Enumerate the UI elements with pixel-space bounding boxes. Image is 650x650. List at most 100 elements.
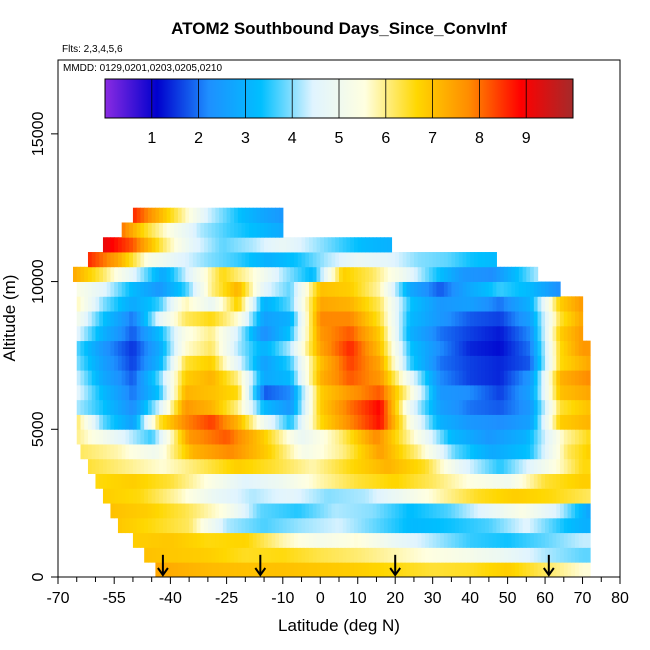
heatmap-cell (477, 532, 482, 548)
heatmap-cell (211, 311, 216, 327)
heatmap-cell (140, 252, 145, 268)
heatmap-cell (282, 562, 288, 578)
heatmap-cell (413, 281, 419, 297)
heatmap-cell (286, 252, 291, 268)
down-arrow (389, 554, 402, 577)
heatmap-cell (275, 458, 280, 474)
heatmap-cell (219, 399, 224, 415)
heatmap-cell (395, 296, 400, 312)
heatmap-cell (140, 444, 145, 460)
heatmap-cell (234, 429, 239, 445)
heatmap-cell (548, 325, 554, 342)
heatmap-cell (256, 281, 261, 297)
heatmap-cell (327, 399, 333, 415)
x-tick-label: -40 (159, 590, 182, 607)
heatmap-cell (256, 503, 261, 519)
heatmap-cell (526, 281, 531, 297)
heatmap-cell (256, 488, 261, 504)
heatmap-cell (282, 370, 288, 386)
heatmap-cell (297, 281, 303, 297)
heatmap-cell (582, 488, 587, 504)
heatmap-cell (211, 384, 216, 401)
heatmap-cell (357, 355, 363, 371)
heatmap-cell (80, 444, 85, 460)
heatmap-cell (380, 517, 385, 534)
heatmap-cell (496, 503, 501, 519)
heatmap-cell (462, 458, 467, 474)
heatmap-cell (567, 325, 572, 342)
heatmap-cell (353, 281, 359, 297)
heatmap-cell (372, 252, 378, 268)
heatmap-cell (256, 517, 261, 534)
heatmap-cell (342, 296, 348, 312)
heatmap-cell (200, 458, 205, 474)
heatmap-cell (567, 429, 572, 445)
heatmap-cell (252, 296, 258, 312)
heatmap-cell (556, 296, 561, 312)
heatmap-cell (87, 444, 93, 460)
heatmap-cell (275, 414, 280, 430)
heatmap-cell (339, 562, 344, 578)
heatmap-cell (481, 281, 486, 297)
heatmap-cell (181, 458, 186, 474)
heatmap-cell (159, 547, 164, 563)
heatmap-cell (275, 340, 280, 356)
heatmap-cell (177, 325, 183, 342)
heatmap-cell (496, 281, 501, 297)
heatmap-cell (571, 325, 576, 342)
heatmap-cell (425, 281, 430, 297)
heatmap-cell (267, 429, 273, 445)
heatmap-cell (267, 444, 273, 460)
heatmap-cell (147, 488, 153, 504)
heatmap-cell (170, 384, 175, 401)
heatmap-cell (575, 384, 580, 401)
heatmap-cell (541, 547, 546, 563)
heatmap-cell (252, 370, 258, 386)
heatmap-cell (147, 296, 153, 312)
heatmap-cell (192, 311, 198, 327)
heatmap-cell (159, 517, 164, 534)
heatmap-cell (76, 281, 82, 297)
heatmap-cell (320, 444, 325, 460)
heatmap-cell (458, 384, 464, 401)
heatmap-cell (264, 562, 269, 578)
heatmap-cell (507, 444, 512, 460)
heatmap-cell (361, 562, 366, 578)
heatmap-cell (470, 444, 475, 460)
heatmap-cell (99, 399, 104, 415)
heatmap-cell (312, 473, 318, 489)
heatmap-cell (503, 488, 509, 504)
heatmap-cell (346, 340, 351, 356)
heatmap-cell (376, 296, 381, 312)
heatmap-cell (162, 222, 168, 238)
heatmap-cell (316, 384, 321, 401)
heatmap-cell (170, 444, 175, 460)
heatmap-cell (174, 207, 179, 223)
heatmap-cell (102, 384, 108, 401)
heatmap-cell (372, 237, 378, 253)
heatmap-cell (440, 517, 445, 534)
heatmap-cell (398, 252, 404, 268)
heatmap-cell (462, 296, 467, 312)
heatmap-cell (155, 325, 160, 342)
heatmap-cell (383, 444, 389, 460)
heatmap-cell (436, 503, 441, 519)
heatmap-cell (207, 340, 213, 356)
heatmap-cell (458, 429, 464, 445)
heatmap-cell (204, 517, 209, 534)
heatmap-cell (264, 458, 269, 474)
heatmap-cell (440, 266, 445, 282)
heatmap-cell (241, 266, 246, 282)
heatmap-cell (425, 399, 430, 415)
heatmap-cell (518, 311, 524, 327)
heatmap-cell (147, 355, 153, 371)
heatmap-cell (436, 370, 441, 386)
heatmap-cell (492, 488, 497, 504)
heatmap-cell (84, 311, 89, 327)
heatmap-cell (271, 252, 276, 268)
heatmap-cell (552, 414, 557, 430)
heatmap-cell (264, 296, 269, 312)
heatmap-cell (222, 444, 228, 460)
heatmap-cell (537, 399, 542, 415)
heatmap-cell (365, 325, 370, 342)
